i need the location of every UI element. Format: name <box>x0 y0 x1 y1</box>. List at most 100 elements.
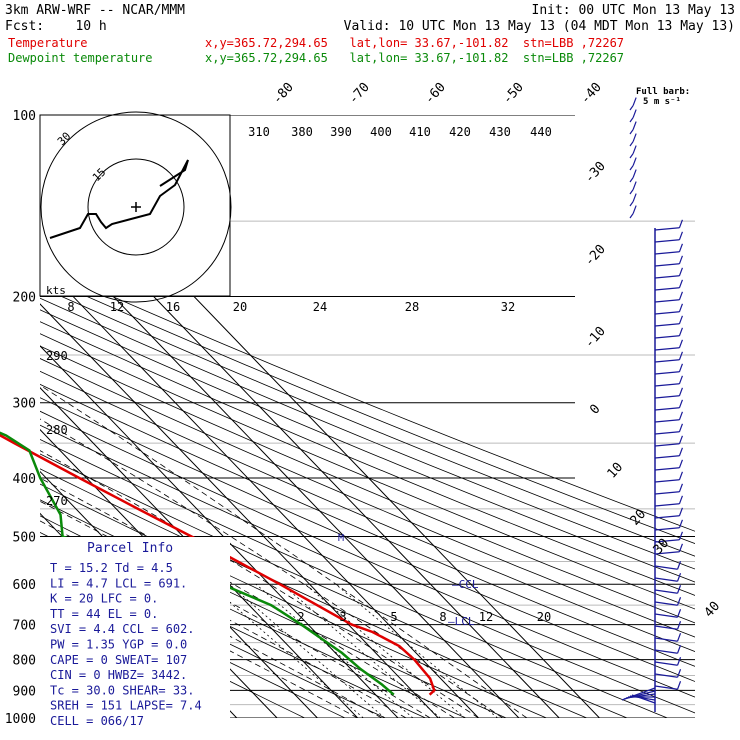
wind-barb <box>654 359 680 363</box>
init-time: Init: 00 UTC Mon 13 May 13 <box>532 3 736 18</box>
wind-barb <box>654 503 680 507</box>
dry-adiabat <box>40 397 695 682</box>
dry-adiabat <box>40 321 695 596</box>
wind-barb <box>654 443 680 447</box>
wind-barb-flag <box>678 315 683 324</box>
isotherm-line <box>40 387 359 718</box>
wind-barb <box>654 551 680 555</box>
wind-barb <box>654 419 680 423</box>
isotherm-line <box>40 261 479 718</box>
wind-barb-flag <box>632 157 637 166</box>
wind-barb-flag <box>678 387 683 396</box>
wind-barb-flag <box>678 219 683 228</box>
dewpoint-location: x,y=365.72,294.65 lat,lon= 33.67,-101.82… <box>205 51 624 65</box>
wind-barb-flag <box>676 681 682 690</box>
hodograph-ring-inner <box>87 158 185 256</box>
theta-label: 440 <box>530 125 552 139</box>
moist-adiabat <box>40 500 431 718</box>
wind-barb-flag <box>676 669 682 678</box>
lcl-marker: —LCL <box>448 615 475 628</box>
theta-label: 430 <box>489 125 511 139</box>
wind-barb <box>629 177 634 183</box>
wind-barb-flag <box>678 231 683 240</box>
dry-adiabat <box>40 286 695 557</box>
wind-barb <box>654 673 678 678</box>
wind-barb-flag <box>676 621 682 630</box>
mixing-ratio-line <box>255 583 414 718</box>
hodograph-frame <box>39 114 231 297</box>
wind-barb <box>654 431 680 435</box>
wind-barb <box>654 263 680 267</box>
wind-barb-flag <box>678 399 683 408</box>
parcel-info-row: K = 20 LFC = 0. <box>50 592 158 606</box>
dry-adiabat <box>40 275 695 545</box>
dewpoint-profile <box>0 431 395 696</box>
wind-barb <box>654 395 680 399</box>
wind-barb-flag <box>678 243 683 252</box>
wind-barb <box>654 311 680 315</box>
wind-barb <box>654 479 680 483</box>
wind-barb-flag <box>678 435 683 444</box>
dry-adiabat <box>40 297 695 570</box>
wind-barb <box>654 601 678 606</box>
wind-barb-flag <box>676 573 682 582</box>
wind-barb-flag <box>678 339 683 348</box>
dry-adiabat <box>40 453 628 718</box>
level-marker: M <box>338 533 344 544</box>
wind-barb-flag <box>678 483 683 492</box>
wind-barb <box>654 287 680 291</box>
wind-barb <box>629 153 634 159</box>
theta-lower-label: 280 <box>46 423 68 437</box>
wind-barb-flag <box>678 543 683 552</box>
theta-lower-label: 270 <box>46 494 68 508</box>
wind-barb-flag <box>678 447 683 456</box>
wind-barb-flag <box>632 133 637 142</box>
wind-barb-flag <box>678 471 683 480</box>
wind-barb-flag <box>632 205 637 214</box>
dry-adiabat <box>40 333 695 610</box>
wind-barb-flag <box>678 363 683 372</box>
wind-barb <box>654 383 680 387</box>
wind-barb <box>631 694 656 704</box>
theta-label: 390 <box>330 125 352 139</box>
dry-adiabat <box>40 424 695 714</box>
isotherm-line <box>40 219 520 718</box>
wind-barb <box>629 165 634 171</box>
wind-barb <box>654 347 680 351</box>
wind-barb-flag <box>678 291 683 300</box>
wind-barb-flag <box>678 411 683 420</box>
parcel-info-row: SREH = 151 LAPSE= 7.4 <box>50 699 202 713</box>
wind-barb <box>654 407 680 411</box>
wind-barb-flag <box>676 633 682 642</box>
mixing-ratio-upper-label: 20 <box>233 300 247 314</box>
temperature-legend: Temperature <box>8 36 87 50</box>
wind-barb <box>629 201 634 207</box>
wind-barb <box>654 637 678 642</box>
dry-adiabat <box>40 345 695 624</box>
parcel-info-row: SVI = 4.4 CCL = 602. <box>50 622 195 636</box>
wind-barb-flag <box>632 109 637 118</box>
wind-barb-flag <box>676 561 682 570</box>
wind-barb <box>654 685 678 690</box>
wind-barb-flag <box>676 585 682 594</box>
parcel-info-row: T = 15.2 Td = 4.5 <box>50 561 173 575</box>
pressure-tick-label: 800 <box>13 654 36 669</box>
mixing-ratio-label: 3 <box>339 610 346 624</box>
parcel-info-box: Parcel Info T = 15.2 Td = 4.5LI = 4.7 LC… <box>40 537 230 728</box>
theta-lower-label: 290 <box>46 349 68 363</box>
wind-barb-flag <box>678 495 683 504</box>
temperature-location: x,y=365.72,294.65 lat,lon= 33.67,-101.82… <box>205 36 624 50</box>
ccl-marker: —CCL <box>452 578 479 591</box>
wind-barb-flag <box>678 303 683 312</box>
barb-legend-line2: 5 m s⁻¹ <box>643 97 681 107</box>
mixing-ratio-upper-label: 16 <box>166 300 180 314</box>
wind-barb-flag <box>632 97 637 106</box>
wind-barb-flag <box>678 519 683 528</box>
wind-barb <box>629 105 634 111</box>
parcel-info-row: PW = 1.35 YGP = 0.0 <box>50 638 187 652</box>
dry-adiabat <box>40 383 695 667</box>
wind-barb <box>654 227 680 231</box>
forecast-hour: Fcst: 10 h <box>5 19 107 34</box>
